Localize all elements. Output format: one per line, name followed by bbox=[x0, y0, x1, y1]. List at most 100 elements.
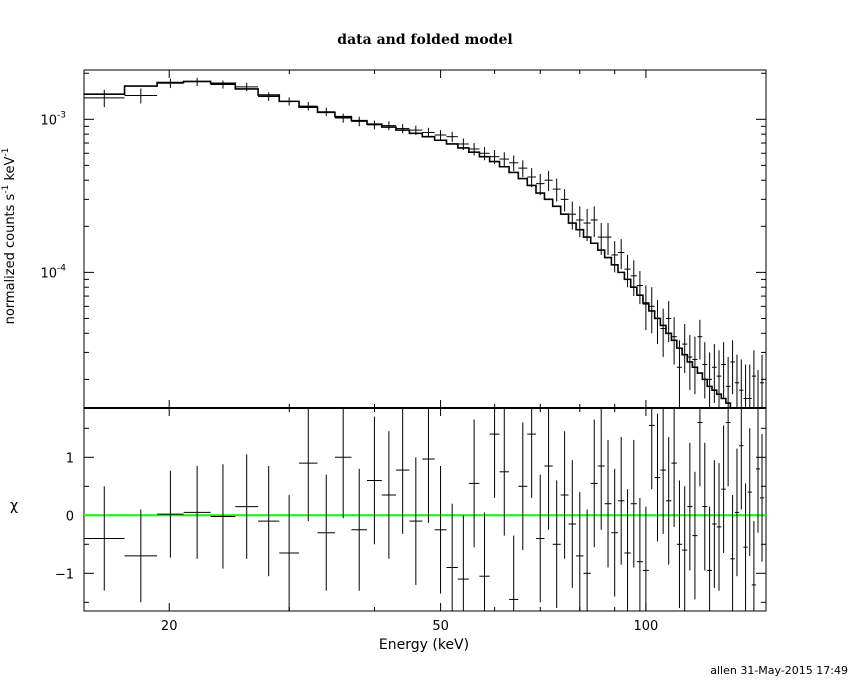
residual-point bbox=[604, 439, 612, 568]
residual-point bbox=[235, 454, 259, 559]
residual-point bbox=[124, 509, 158, 603]
residual-point bbox=[457, 515, 469, 611]
residuals-y-tick-label: −1 bbox=[55, 567, 74, 582]
data-point bbox=[660, 308, 666, 357]
data-point bbox=[730, 340, 735, 395]
residuals-plot-frame bbox=[83, 407, 767, 612]
data-point bbox=[544, 170, 553, 192]
residual-point bbox=[725, 408, 731, 487]
residual-point bbox=[527, 408, 537, 498]
data-point bbox=[409, 125, 423, 135]
data-point bbox=[434, 130, 447, 141]
data-point bbox=[636, 271, 643, 305]
residual-point bbox=[395, 408, 410, 534]
data-point bbox=[395, 124, 410, 134]
data-point bbox=[648, 287, 655, 334]
data-point bbox=[422, 127, 435, 138]
residual-point bbox=[676, 480, 683, 609]
spectrum-panel: 10-3 10-4 bbox=[40, 69, 767, 409]
residual-point bbox=[760, 434, 765, 562]
residual-point bbox=[576, 492, 584, 611]
data-point bbox=[671, 317, 677, 365]
x-axis-label: Energy (keV) bbox=[379, 637, 469, 653]
residuals-y-tick-label: 1 bbox=[66, 451, 74, 466]
data-point bbox=[743, 364, 748, 408]
residual-point bbox=[210, 464, 236, 569]
residual-point bbox=[721, 425, 726, 553]
data-point bbox=[642, 285, 649, 331]
x-tick-label: 50 bbox=[432, 619, 449, 634]
data-point bbox=[654, 300, 661, 345]
data-point bbox=[84, 89, 125, 108]
residual-point bbox=[642, 506, 649, 611]
data-point bbox=[479, 146, 490, 161]
residual-point bbox=[499, 408, 510, 536]
data-point bbox=[489, 150, 500, 165]
data-point bbox=[716, 350, 722, 408]
residual-point bbox=[739, 408, 744, 510]
residual-point bbox=[536, 474, 545, 603]
data-point bbox=[446, 131, 458, 143]
residual-point bbox=[687, 442, 693, 571]
residual-point bbox=[682, 486, 688, 611]
data-point bbox=[518, 160, 528, 177]
residual-point bbox=[351, 468, 368, 591]
residual-point bbox=[409, 457, 423, 585]
residuals-panel: 20 50 100 −1 0 1 bbox=[55, 407, 767, 634]
data-point bbox=[597, 223, 605, 255]
residual-point bbox=[743, 483, 748, 611]
residual-point bbox=[334, 408, 352, 519]
residual-point bbox=[489, 408, 500, 498]
residual-point bbox=[446, 503, 458, 611]
data-point bbox=[124, 88, 158, 104]
data-point bbox=[751, 350, 756, 408]
data-point bbox=[468, 143, 480, 156]
y-axis-label-spectrum: normalized counts s-1 keV-1 bbox=[1, 148, 18, 325]
residual-point bbox=[518, 422, 528, 551]
data-point bbox=[721, 342, 726, 399]
data-point bbox=[509, 155, 519, 171]
data-point bbox=[351, 116, 368, 127]
data-point bbox=[687, 334, 693, 391]
data-point bbox=[734, 354, 740, 408]
residual-point bbox=[654, 413, 661, 542]
data-point bbox=[210, 80, 236, 89]
data-point bbox=[739, 359, 744, 408]
residual-point bbox=[258, 466, 280, 577]
data-point bbox=[381, 121, 396, 131]
residual-point bbox=[299, 408, 318, 522]
data-point bbox=[624, 254, 631, 288]
spectrum-y-tick-label: 10-3 bbox=[40, 110, 66, 128]
residual-point bbox=[568, 460, 577, 588]
residual-point bbox=[611, 468, 618, 597]
data-point bbox=[235, 82, 259, 92]
data-point bbox=[527, 168, 537, 188]
residual-point bbox=[468, 419, 480, 548]
residual-point bbox=[157, 470, 184, 558]
data-point bbox=[258, 92, 280, 101]
data-point bbox=[499, 152, 510, 167]
data-point bbox=[183, 77, 211, 87]
data-point bbox=[299, 101, 318, 111]
x-tick-label: 20 bbox=[161, 619, 178, 634]
residual-point bbox=[711, 460, 717, 588]
data-point bbox=[552, 178, 561, 202]
residual-point bbox=[730, 495, 735, 611]
residual-point bbox=[624, 489, 631, 611]
residual-point bbox=[597, 408, 605, 530]
residual-point bbox=[381, 431, 396, 559]
data-point bbox=[682, 323, 688, 374]
data-point bbox=[711, 344, 717, 404]
residual-point bbox=[707, 506, 712, 611]
data-point bbox=[334, 113, 352, 123]
residuals-y-tick-label: 0 bbox=[66, 509, 74, 524]
residual-point bbox=[755, 408, 761, 533]
data-point bbox=[157, 78, 184, 89]
residual-point bbox=[702, 442, 708, 571]
residual-point bbox=[617, 437, 625, 565]
data-point bbox=[665, 301, 672, 343]
data-point bbox=[367, 120, 382, 130]
residual-point bbox=[734, 448, 740, 577]
residual-point bbox=[648, 408, 655, 490]
